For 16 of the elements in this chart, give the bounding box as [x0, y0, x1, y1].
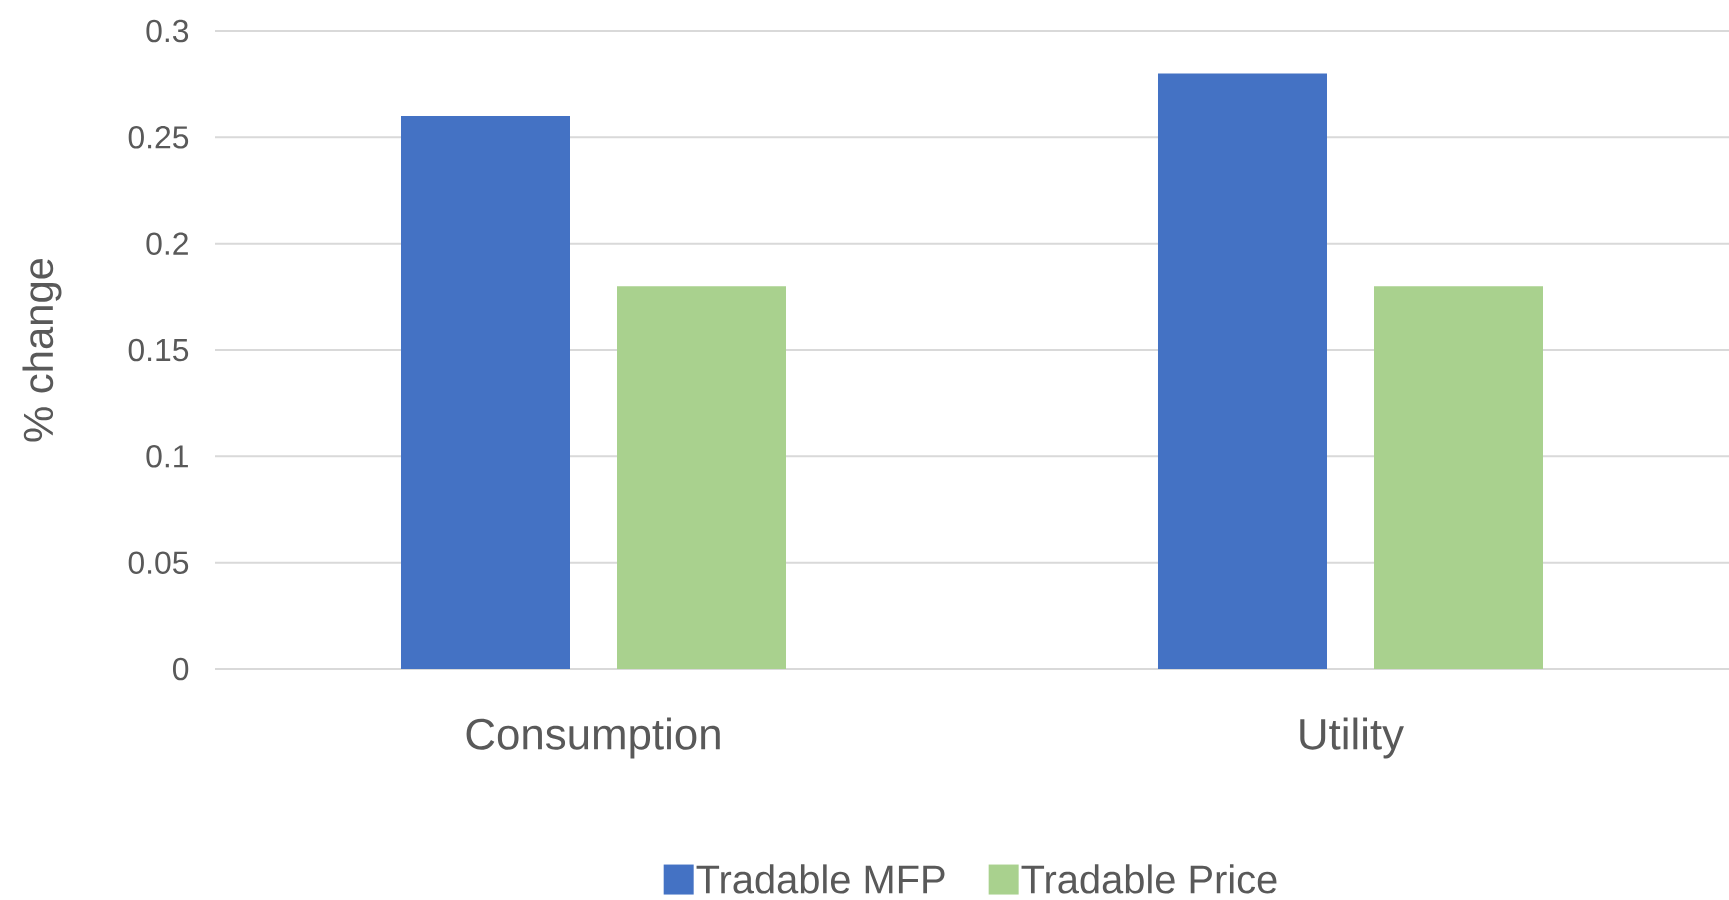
y-tick-label: 0.3 — [146, 19, 189, 43]
bar — [617, 286, 786, 669]
bar — [1157, 73, 1327, 669]
legend-label: Tradable MFP — [696, 864, 945, 894]
y-tick-label: 0.05 — [128, 551, 189, 574]
y-tick-label: 0.1 — [146, 445, 188, 468]
bar — [401, 116, 570, 669]
y-tick-label: 0.25 — [128, 126, 189, 149]
x-tick-label: Consumption — [466, 717, 720, 759]
bar — [1374, 286, 1543, 669]
y-tick-label: 0.15 — [128, 338, 189, 362]
y-tick-label: 0 — [173, 657, 189, 681]
legend-label: Tradable Price — [1021, 864, 1277, 894]
y-tick-label: 0.2 — [146, 232, 188, 255]
x-tick-label: Utility — [1300, 717, 1404, 759]
y-axis-title: % change — [22, 258, 62, 442]
